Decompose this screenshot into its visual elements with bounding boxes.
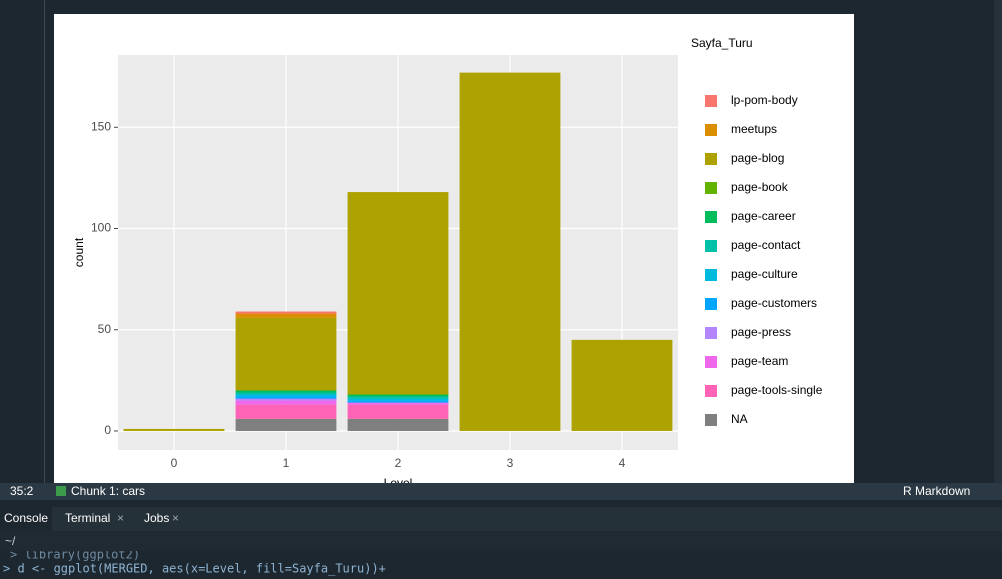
cursor-position: 35:2	[10, 484, 34, 498]
legend-label: page-press	[731, 325, 791, 339]
bar-segment	[235, 317, 337, 391]
legend-label: NA	[731, 412, 748, 426]
legend-label: page-culture	[731, 267, 798, 281]
legend-swatch	[705, 298, 717, 310]
bar-segment	[235, 418, 337, 431]
legend-label: meetups	[731, 122, 777, 136]
legend-swatch	[705, 124, 717, 136]
legend-label: lp-pom-body	[731, 93, 798, 107]
legend-label: page-customers	[731, 296, 817, 310]
legend-swatch	[705, 95, 717, 107]
legend-label: page-blog	[731, 151, 784, 165]
bar-segment	[235, 311, 337, 314]
bar-segment	[235, 313, 337, 318]
legend-swatch	[705, 356, 717, 368]
y-tick-label: 150	[91, 119, 111, 133]
legend-label: page-tools-single	[731, 383, 823, 397]
legend-title: Sayfa_Turu	[691, 36, 753, 50]
working-dir: ~/	[5, 534, 16, 548]
bar-segment	[571, 339, 673, 431]
tab-bar	[0, 507, 1002, 531]
legend-label: page-career	[731, 209, 796, 223]
legend-label: page-contact	[731, 238, 801, 252]
bar-segment	[347, 404, 449, 419]
tab-close[interactable]: ×	[117, 511, 124, 525]
bar-segment	[235, 396, 337, 399]
x-tick-label: 3	[507, 456, 514, 470]
bar-segment	[235, 398, 337, 401]
chunk-selector[interactable]: Chunk 1: cars	[71, 484, 145, 498]
legend-swatch	[705, 385, 717, 397]
tab[interactable]: Terminal	[65, 511, 110, 525]
legend-label: page-book	[731, 180, 789, 194]
bar-segment	[235, 400, 337, 405]
x-tick-label: 4	[619, 456, 626, 470]
bar-segment	[347, 396, 449, 399]
y-tick-label: 0	[104, 423, 111, 437]
bar-segment	[235, 394, 337, 397]
y-tick-label: 100	[91, 221, 111, 235]
legend-swatch	[705, 327, 717, 339]
status-bar	[0, 483, 1002, 500]
tab-close[interactable]: ×	[172, 511, 179, 525]
bar-segment	[347, 402, 449, 405]
bar-segment	[347, 394, 449, 397]
mode-selector[interactable]: R Markdown	[903, 484, 970, 498]
tab[interactable]: Console	[4, 511, 48, 525]
y-axis-label: count	[72, 237, 86, 267]
bar-segment	[347, 400, 449, 403]
legend-swatch	[705, 211, 717, 223]
legend-swatch	[705, 182, 717, 194]
chunk-icon	[56, 486, 66, 496]
x-tick-label: 1	[283, 456, 290, 470]
active-tab	[0, 507, 52, 531]
legend-label: page-team	[731, 354, 788, 368]
bar-segment	[123, 428, 225, 431]
legend-swatch	[705, 153, 717, 165]
tab[interactable]: Jobs	[144, 511, 169, 525]
bar-segment	[235, 392, 337, 395]
bar-segment	[347, 398, 449, 401]
legend-swatch	[705, 240, 717, 252]
path-bar	[0, 531, 1002, 551]
legend-swatch	[705, 414, 717, 426]
scrollbar	[994, 0, 1002, 483]
y-tick-label: 50	[98, 322, 112, 336]
console-line: > d <- ggplot(MERGED, aes(x=Level, fill=…	[3, 562, 386, 576]
x-tick-label: 2	[395, 456, 402, 470]
bar-segment	[347, 418, 449, 431]
bar-segment	[235, 390, 337, 393]
plot: 05010015001234countLevelSayfa_Turulp-pom…	[72, 36, 823, 490]
x-tick-label: 0	[171, 456, 178, 470]
bar-segment	[459, 72, 561, 431]
bar-segment	[347, 192, 449, 395]
legend-swatch	[705, 269, 717, 281]
bar-segment	[235, 404, 337, 419]
